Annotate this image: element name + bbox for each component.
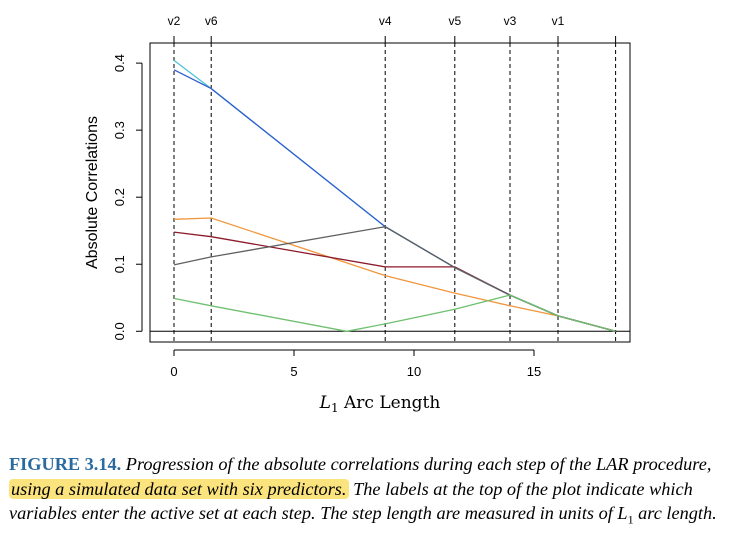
lar-chart: v2 v6 v4 v5 v3 v1 0 5 10 15 0.0 0.1 0.2 0.3 0.4 Abso… [84, 14, 631, 415]
figure-label: FIGURE 3.14. [9, 454, 122, 474]
series-line [173, 59, 616, 332]
plot-frame [149, 42, 631, 343]
x-axis-label: L1 Arc Length [319, 393, 441, 415]
y-tick-label: 0.3 [112, 121, 127, 139]
step-labels: v2 v6 v4 v5 v3 v1 [168, 14, 617, 43]
series-line [173, 217, 616, 332]
x-tick-label: 15 [527, 364, 541, 379]
y-axis-label: Absolute Correlations [84, 116, 101, 269]
x-tick-label: 0 [170, 364, 177, 379]
caption-l1: L1 [617, 503, 634, 527]
caption-text-1: Progression of the absolute correlations… [121, 454, 712, 474]
step-label: v5 [448, 14, 461, 28]
caption-text-2: The labels at the top of the plot indica… [9, 478, 693, 524]
y-tick-label: 0.4 [112, 54, 127, 72]
y-tick-label: 0.2 [112, 188, 127, 206]
x-tick-label: 10 [407, 364, 421, 379]
x-tick-label: 5 [290, 364, 297, 379]
caption-text-3: arc length. [633, 503, 717, 523]
y-tick-label: 0.0 [112, 322, 127, 340]
series-lines [173, 59, 616, 332]
y-tick-label: 0.1 [112, 255, 127, 273]
step-lines [173, 43, 617, 342]
x-axis: 0 5 10 15 [170, 349, 541, 379]
series-line [173, 231, 616, 332]
figure-caption: FIGURE 3.14. Progression of the absolute… [9, 452, 745, 532]
caption-highlight: using a simulated data set with six pred… [9, 478, 349, 499]
step-label: v4 [379, 14, 392, 28]
series-line [173, 294, 616, 332]
step-label: v6 [205, 14, 218, 28]
series-line [173, 69, 616, 332]
step-label: v3 [504, 14, 517, 28]
y-axis: 0.0 0.1 0.2 0.3 0.4 [112, 54, 143, 340]
step-label: v2 [168, 14, 181, 28]
step-label: v1 [552, 14, 565, 28]
